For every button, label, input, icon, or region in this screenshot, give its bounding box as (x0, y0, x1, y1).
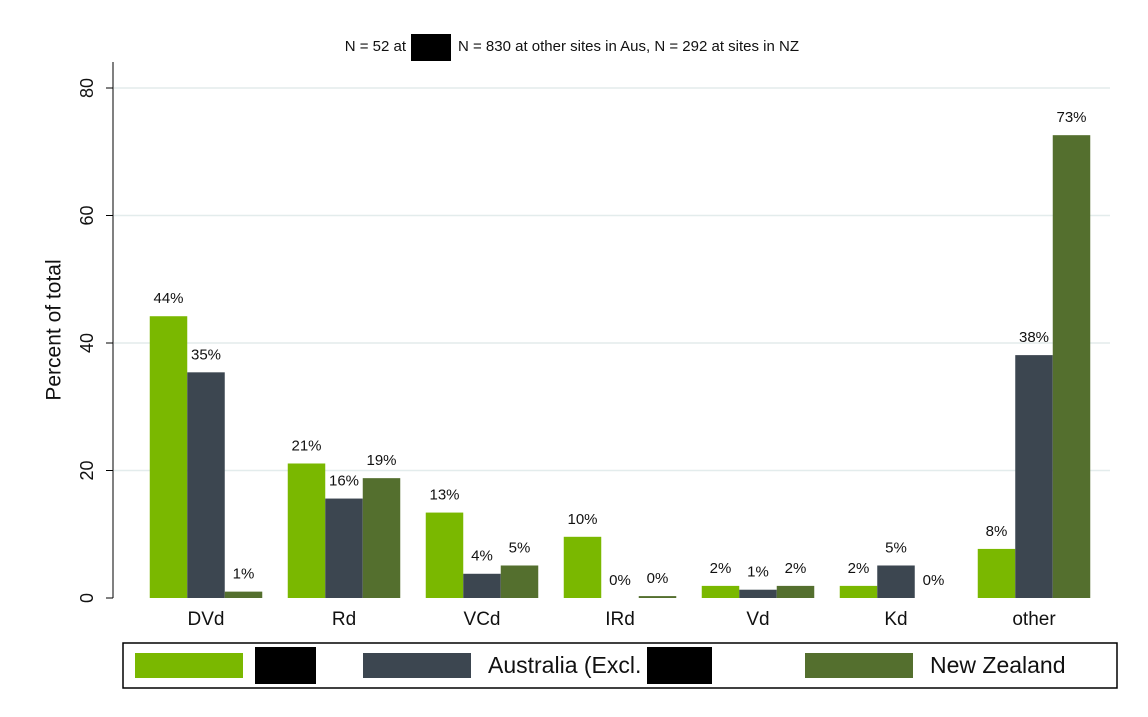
bar (425, 512, 464, 598)
legend-swatch (805, 653, 913, 678)
value-label: 73% (1056, 109, 1086, 126)
value-label: 5% (885, 539, 907, 556)
value-label: 1% (747, 564, 769, 581)
chart-title: N = 52 at (345, 38, 407, 55)
value-label: 2% (710, 560, 732, 577)
bar (362, 478, 401, 598)
legend-label: Australia (Excl. (488, 652, 641, 678)
x-tick-label: DVd (188, 609, 225, 630)
y-tick-label: 60 (77, 205, 97, 225)
y-tick-label: 80 (77, 78, 97, 98)
y-tick-label: 0 (77, 593, 97, 603)
bar (839, 585, 878, 598)
redaction (255, 647, 316, 684)
redaction (647, 647, 712, 684)
bar (638, 596, 677, 598)
legend-swatch (135, 653, 243, 678)
value-label: 44% (153, 290, 183, 307)
redaction (411, 34, 451, 61)
value-label: 8% (986, 523, 1008, 540)
value-label: 0% (647, 570, 669, 587)
value-label: 19% (366, 452, 396, 469)
bar (701, 585, 740, 598)
bar (287, 463, 326, 598)
bar (563, 536, 602, 598)
x-tick-label: Kd (884, 609, 907, 630)
legend-label: New Zealand (930, 652, 1066, 678)
value-label: 5% (509, 539, 531, 556)
value-label: 0% (923, 572, 945, 589)
legend-swatch (363, 653, 471, 678)
bar (500, 565, 539, 598)
x-tick-label: Vd (746, 609, 769, 630)
bar (325, 498, 363, 598)
value-label: 38% (1019, 329, 1049, 346)
value-label: 21% (291, 437, 321, 454)
value-label: 0% (609, 572, 631, 589)
bar (977, 548, 1016, 598)
bar (1015, 355, 1053, 598)
x-tick-label: IRd (605, 609, 635, 630)
legend-box (122, 642, 1118, 689)
bar (739, 589, 777, 598)
x-tick-label: other (1012, 609, 1056, 630)
bar (776, 585, 815, 598)
y-tick-label: 40 (77, 333, 97, 353)
value-label: 4% (471, 548, 493, 565)
value-label: 10% (567, 511, 597, 528)
y-axis-label: Percent of total (43, 259, 66, 400)
x-tick-label: Rd (332, 609, 356, 630)
bar (149, 316, 188, 598)
value-label: 16% (329, 473, 359, 490)
value-label: 2% (785, 560, 807, 577)
bar (877, 565, 915, 598)
bar (463, 573, 501, 598)
value-label: 2% (848, 560, 870, 577)
bar (224, 591, 263, 598)
value-label: 1% (233, 566, 255, 583)
bar (1052, 135, 1091, 599)
x-tick-label: VCd (464, 609, 501, 630)
value-label: 13% (429, 487, 459, 504)
y-tick-label: 20 (77, 460, 97, 480)
value-label: 35% (191, 346, 221, 363)
bar (187, 372, 225, 598)
chart-title: N = 830 at other sites in Aus, N = 292 a… (458, 38, 799, 55)
